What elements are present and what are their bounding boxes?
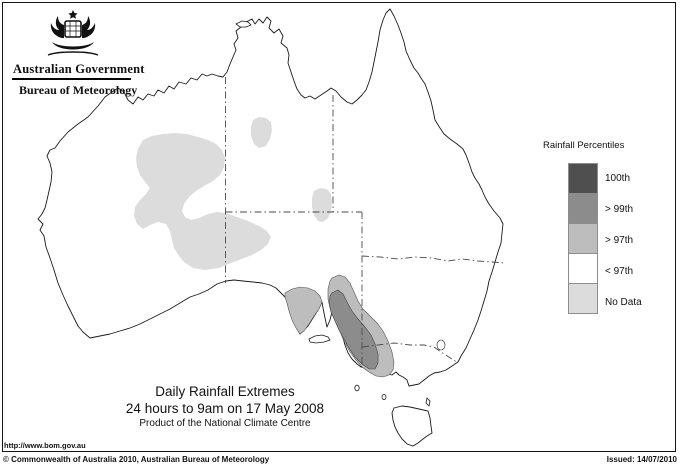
government-label: Australian Government: [13, 62, 145, 76]
map-title-block: Daily Rainfall Extremes 24 hours to 9am …: [90, 384, 360, 430]
legend-swatch-gt99th: [568, 193, 598, 224]
legend-swatch-nodata: [568, 283, 598, 314]
coat-of-arms-icon: [47, 10, 99, 56]
island-off-coorong: [354, 384, 360, 392]
nodata-patch-wa-interior: [134, 133, 271, 270]
region-gt99-core: [328, 289, 379, 370]
map-product-line: Product of the National Climate Centre: [139, 418, 311, 429]
copyright-text: © Commonwealth of Australia 2010, Austra…: [3, 455, 270, 464]
legend-label-100th: 100th: [605, 173, 631, 184]
legend-swatch-lt97th: [568, 253, 598, 284]
region-gt97-eyre-peninsula: [284, 286, 323, 335]
legend-label-lt97th: < 97th: [605, 266, 634, 277]
state-borders: [225, 77, 506, 368]
legend-label-gt99th: > 99th: [605, 204, 634, 215]
island-melville: [235, 20, 252, 28]
legend-swatch-100th: [568, 163, 598, 194]
island-king: [381, 393, 387, 400]
legend-label-nodata: No Data: [605, 297, 642, 308]
island-flinders: [425, 397, 431, 407]
legend-swatch-gt97th: [568, 223, 598, 254]
legend-swatch-column: [568, 163, 598, 314]
island-tasmania: [391, 405, 433, 447]
legend-label-gt97th: > 97th: [605, 235, 634, 246]
island-kangaroo: [308, 334, 331, 344]
coastline-mainland: [37, 8, 504, 387]
issued-date: Issued: 14/07/2010: [606, 455, 677, 464]
nodata-patch-nt: [251, 117, 272, 148]
legend-title: Rainfall Percentiles: [543, 140, 625, 151]
agency-label: Bureau of Meteorology: [19, 83, 138, 97]
map-subtitle: 24 hours to 9am on 17 May 2008: [125, 401, 325, 416]
logo-divider: [12, 78, 131, 80]
nodata-patch-border-corner: [312, 188, 332, 222]
bom-url: http://www.bom.gov.au: [4, 441, 86, 450]
map-title: Daily Rainfall Extremes: [155, 384, 295, 399]
lake-outline: [436, 339, 446, 351]
